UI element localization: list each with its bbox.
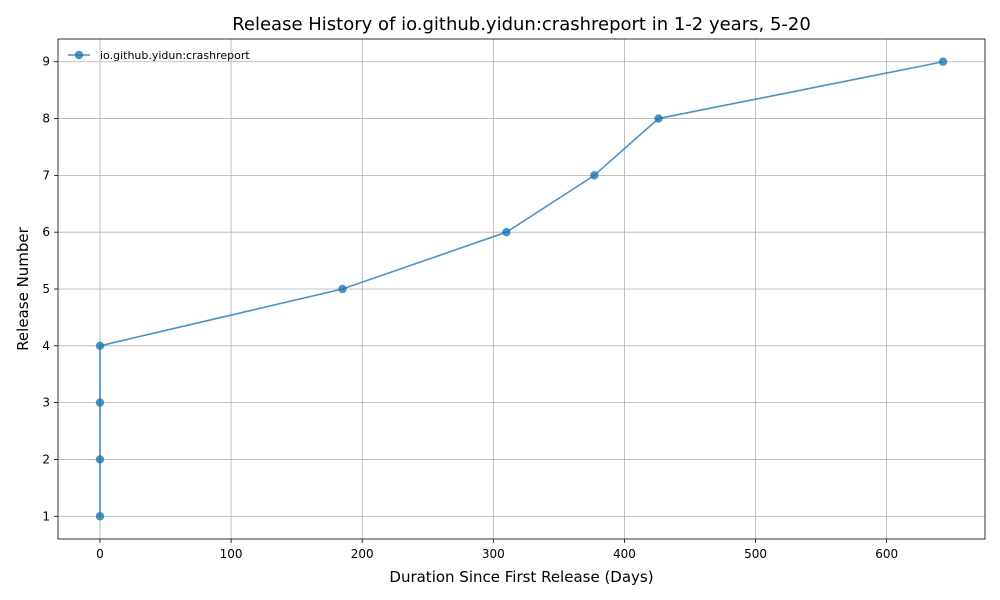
y-tick-label: 5 [42,282,50,296]
legend-label: io.github.yidun:crashreport [100,49,250,62]
x-tick-label: 500 [744,547,767,561]
x-ticks: 0 100 200 300 400 500 600 [96,539,898,561]
x-tick-label: 200 [351,547,374,561]
data-point [654,114,663,123]
y-tick-label: 6 [42,225,50,239]
x-axis-title: Duration Since First Release (Days) [389,568,653,586]
y-tick-label: 3 [42,396,50,410]
y-tick-label: 9 [42,55,50,69]
y-tick-label: 7 [42,168,50,182]
y-ticks: 1 2 3 4 5 6 7 8 9 [42,55,58,523]
y-tick-label: 4 [42,339,50,353]
y-axis-title: Release Number [14,226,32,350]
grid [58,39,985,539]
data-point [502,227,511,237]
data-point [95,398,105,407]
y-tick-label: 8 [42,112,50,126]
x-tick-label: 100 [220,547,243,561]
legend-marker [74,50,84,60]
series-layer [95,57,948,521]
x-tick-label: 0 [96,547,104,561]
legend: io.github.yidun:crashreport [68,49,250,62]
x-tick-label: 600 [875,547,898,561]
data-point [95,512,105,521]
y-tick-label: 1 [42,509,50,523]
x-tick-label: 400 [613,547,636,561]
chart-title: Release History of io.github.yidun:crash… [232,14,811,35]
y-tick-label: 2 [42,452,50,466]
data-point [338,284,347,294]
data-point [95,341,105,351]
data-point [938,57,948,66]
x-tick-label: 300 [482,547,505,561]
data-point [95,455,105,464]
data-point [590,171,599,180]
